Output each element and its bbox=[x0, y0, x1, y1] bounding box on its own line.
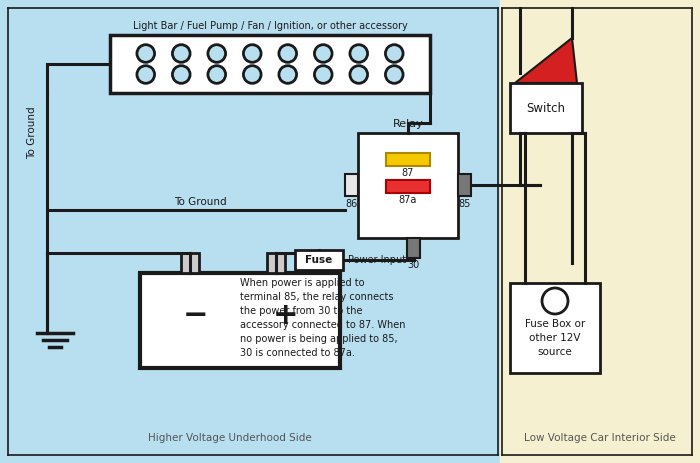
Text: To Ground: To Ground bbox=[174, 197, 226, 207]
Circle shape bbox=[208, 45, 225, 63]
Bar bbox=[386, 153, 430, 166]
Circle shape bbox=[172, 45, 190, 63]
Bar bbox=[110, 35, 430, 93]
Text: Relay: Relay bbox=[393, 119, 424, 129]
Text: When power is applied to
terminal 85, the relay connects
the power from 30 to th: When power is applied to terminal 85, th… bbox=[240, 278, 405, 358]
Text: 30: 30 bbox=[407, 260, 419, 270]
Bar bbox=[386, 180, 430, 193]
Circle shape bbox=[172, 66, 190, 83]
Text: Fuse Box or
other 12V
source: Fuse Box or other 12V source bbox=[525, 319, 585, 357]
Circle shape bbox=[314, 66, 332, 83]
Bar bbox=[295, 250, 343, 270]
Circle shape bbox=[244, 45, 261, 63]
Text: 87: 87 bbox=[402, 168, 414, 178]
Text: Higher Voltage Underhood Side: Higher Voltage Underhood Side bbox=[148, 433, 312, 443]
Circle shape bbox=[279, 45, 297, 63]
Bar bbox=[345, 174, 358, 196]
Circle shape bbox=[208, 66, 225, 83]
Text: Light Bar / Fuel Pump / Fan / Ignition, or other accessory: Light Bar / Fuel Pump / Fan / Ignition, … bbox=[132, 21, 407, 31]
Polygon shape bbox=[515, 38, 577, 83]
Circle shape bbox=[350, 66, 368, 83]
Bar bbox=[140, 273, 340, 368]
Circle shape bbox=[137, 45, 155, 63]
Bar bbox=[407, 238, 420, 258]
Bar bbox=[458, 174, 471, 196]
Circle shape bbox=[386, 66, 403, 83]
Text: +: + bbox=[273, 301, 299, 330]
Text: 85: 85 bbox=[458, 199, 470, 209]
Bar bbox=[267, 253, 285, 273]
Bar bbox=[0, 0, 500, 463]
Circle shape bbox=[314, 45, 332, 63]
Text: Low Voltage Car Interior Side: Low Voltage Car Interior Side bbox=[524, 433, 676, 443]
Text: −: − bbox=[183, 301, 209, 330]
Text: 87a: 87a bbox=[399, 195, 417, 205]
Text: To Ground: To Ground bbox=[27, 106, 37, 159]
Circle shape bbox=[279, 66, 297, 83]
Text: 86: 86 bbox=[345, 199, 358, 209]
Bar bbox=[181, 253, 199, 273]
Text: Fuse: Fuse bbox=[305, 255, 332, 265]
Bar bbox=[510, 83, 582, 133]
Circle shape bbox=[137, 66, 155, 83]
Bar bbox=[510, 283, 600, 373]
Text: Switch: Switch bbox=[526, 101, 566, 114]
Bar bbox=[358, 133, 458, 238]
Text: Power Input: Power Input bbox=[348, 255, 406, 265]
Circle shape bbox=[386, 45, 403, 63]
Circle shape bbox=[542, 288, 568, 314]
Circle shape bbox=[244, 66, 261, 83]
Circle shape bbox=[350, 45, 368, 63]
Bar bbox=[500, 0, 700, 463]
